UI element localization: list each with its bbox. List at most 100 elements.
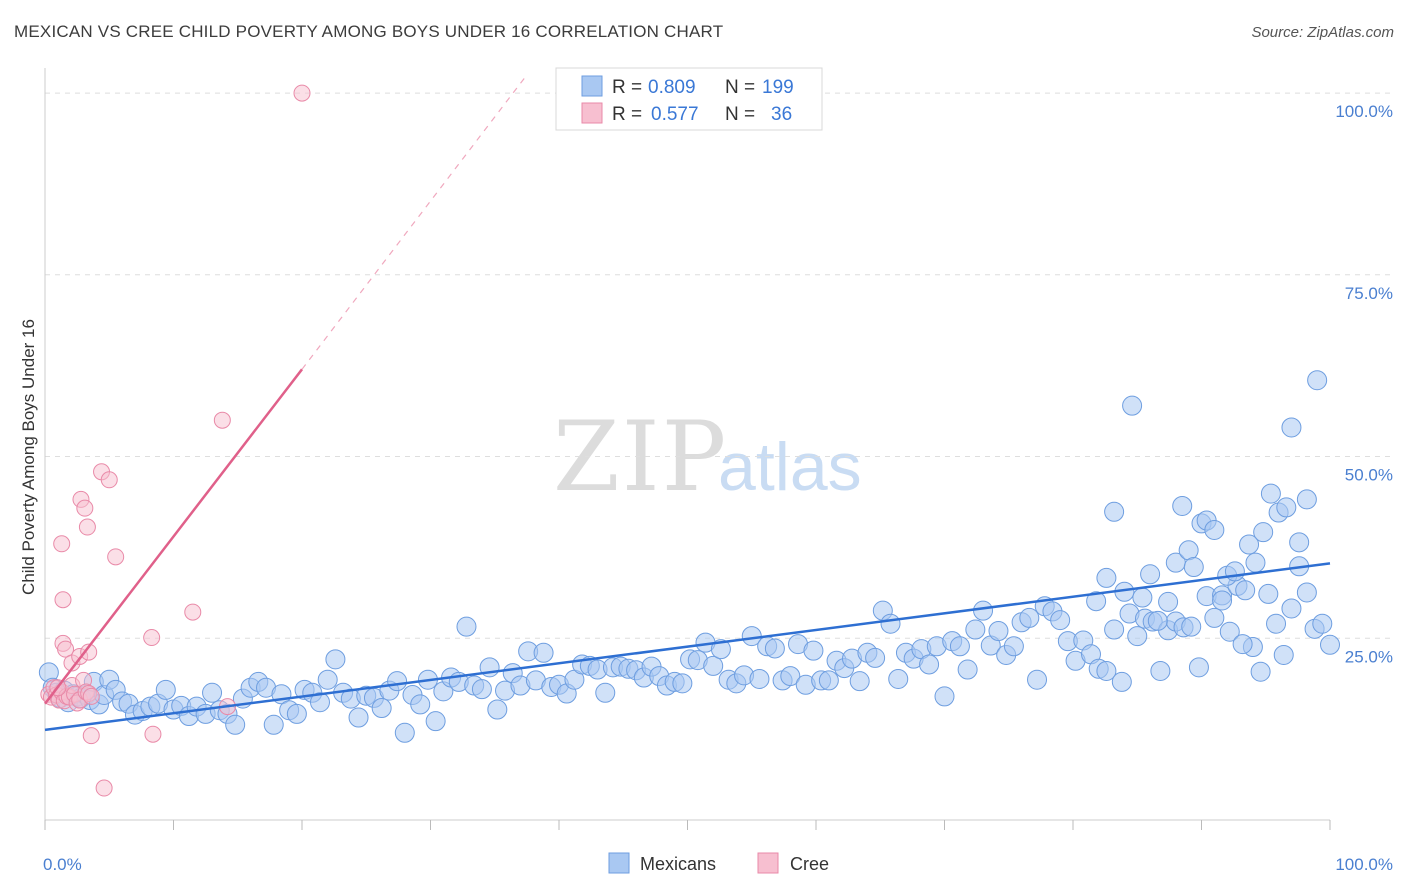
mexicans-trend-line	[44, 562, 1331, 732]
legend-n-value-2: 36	[771, 104, 792, 125]
mexicans-point	[1245, 552, 1266, 573]
y-tick-label-100: 100.0%	[1335, 102, 1393, 121]
mexicans-point	[1172, 495, 1193, 516]
mexicans-point	[1204, 519, 1225, 540]
mexicans-point	[1258, 583, 1279, 604]
y-tick-labels: 25.0% 50.0% 75.0% 100.0%	[1335, 102, 1393, 666]
mexicans-point	[1235, 580, 1256, 601]
legend-n-label-2: N =	[725, 104, 755, 125]
mexicans-point	[1096, 567, 1117, 588]
legend-n-value-1: 199	[762, 77, 794, 98]
y-tick-label-50: 50.0%	[1345, 466, 1393, 485]
mexicans-point	[1281, 598, 1302, 619]
legend-r-value-1: 0.809	[648, 77, 696, 98]
legend-r-label-2: R =	[612, 104, 642, 125]
mexicans-point	[865, 647, 886, 668]
mexicans-point	[1289, 532, 1310, 553]
mexicans-point	[1132, 587, 1153, 608]
mexicans-point	[803, 640, 824, 661]
mexicans-point	[988, 621, 1009, 641]
mexicans-point	[1260, 483, 1281, 504]
mexicans-point	[1150, 660, 1171, 681]
cree-point	[76, 499, 94, 517]
mexicans-point	[1019, 607, 1040, 628]
mexicans-point	[286, 703, 307, 724]
mexicans-point	[410, 694, 431, 715]
mexicans-point	[888, 668, 909, 689]
mexicans-point	[965, 619, 986, 640]
bottom-legend-mexicans: Mexicans	[640, 854, 716, 874]
mexicans-point	[1188, 657, 1209, 678]
mexicans-point	[1183, 557, 1204, 578]
mexicans-point	[957, 659, 978, 680]
mexicans-points	[38, 370, 1340, 743]
mexicans-point	[325, 649, 346, 670]
mexicans-point	[348, 707, 369, 728]
mexicans-point	[1320, 634, 1340, 655]
cree-point	[100, 471, 118, 489]
cree-point	[54, 591, 72, 609]
mexicans-point	[1086, 591, 1107, 612]
mexicans-point	[1140, 564, 1161, 585]
cree-point	[82, 727, 100, 745]
mexicans-point	[263, 714, 284, 735]
mexicans-point	[371, 698, 392, 719]
stats-legend: R = 0.809 N = 199 R = 0.577 N = 36	[555, 67, 823, 131]
mexicans-point	[1232, 634, 1253, 655]
mexicans-point	[1253, 522, 1274, 543]
mexicans-point	[1212, 590, 1233, 611]
cree-point	[53, 535, 71, 553]
mexicans-point	[1239, 534, 1260, 555]
mexicans-point	[425, 711, 446, 732]
legend-r-label-1: R =	[612, 77, 642, 98]
cree-point	[78, 518, 96, 536]
mexicans-point	[1096, 660, 1117, 681]
mexicans-point	[309, 692, 330, 713]
legend-n-label-1: N =	[725, 77, 755, 98]
series-legend: Mexicans Cree	[608, 852, 829, 874]
mexicans-point	[394, 722, 415, 743]
watermark-atlas: atlas	[718, 429, 862, 505]
chart-title: MEXICAN VS CREE CHILD POVERTY AMONG BOYS…	[14, 22, 724, 41]
mexicans-point	[1224, 561, 1245, 582]
mexicans-point	[780, 666, 801, 687]
mexicans-point	[880, 613, 901, 634]
mexicans-point	[1003, 636, 1024, 657]
mexicans-point	[1273, 644, 1294, 665]
mexicans-point	[471, 679, 492, 700]
mexicans-point	[1147, 610, 1168, 631]
mexicans-point	[1127, 626, 1148, 647]
mexicans-point	[1050, 610, 1071, 631]
cree-trend-extension	[301, 74, 528, 370]
mexicans-point	[1181, 616, 1202, 637]
mexicans-point	[1250, 661, 1271, 682]
cree-point	[143, 629, 161, 647]
cree-point	[213, 411, 231, 429]
x-tick-labels: 0.0% 100.0%	[43, 855, 1393, 874]
y-axis-label: Child Poverty Among Boys Under 16	[19, 319, 38, 595]
trend-lines	[44, 74, 1331, 732]
legend-r-value-2: 0.577	[651, 104, 699, 125]
cree-point	[293, 84, 311, 102]
mexicans-point	[1276, 497, 1297, 518]
mexicans-point	[1219, 621, 1240, 642]
mexicans-point	[919, 654, 940, 675]
mexicans-point	[317, 669, 338, 690]
mexicans-point	[1122, 395, 1143, 416]
bottom-legend-cree: Cree	[790, 854, 829, 874]
mexicans-point	[973, 600, 994, 621]
mexicans-point	[949, 636, 970, 657]
mexicans-point	[456, 616, 477, 637]
mexicans-point	[595, 682, 616, 703]
mexicans-point	[1204, 607, 1225, 628]
mexicans-point	[1281, 417, 1302, 438]
bottom-swatch-mexicans	[608, 852, 630, 874]
mexicans-point	[387, 671, 408, 692]
mexicans-point	[672, 673, 693, 694]
mexicans-point	[1296, 582, 1317, 603]
mexicans-point	[1027, 669, 1048, 690]
mexicans-point	[1178, 540, 1199, 561]
cree-trend-line	[44, 368, 303, 705]
cree-point	[95, 779, 113, 797]
